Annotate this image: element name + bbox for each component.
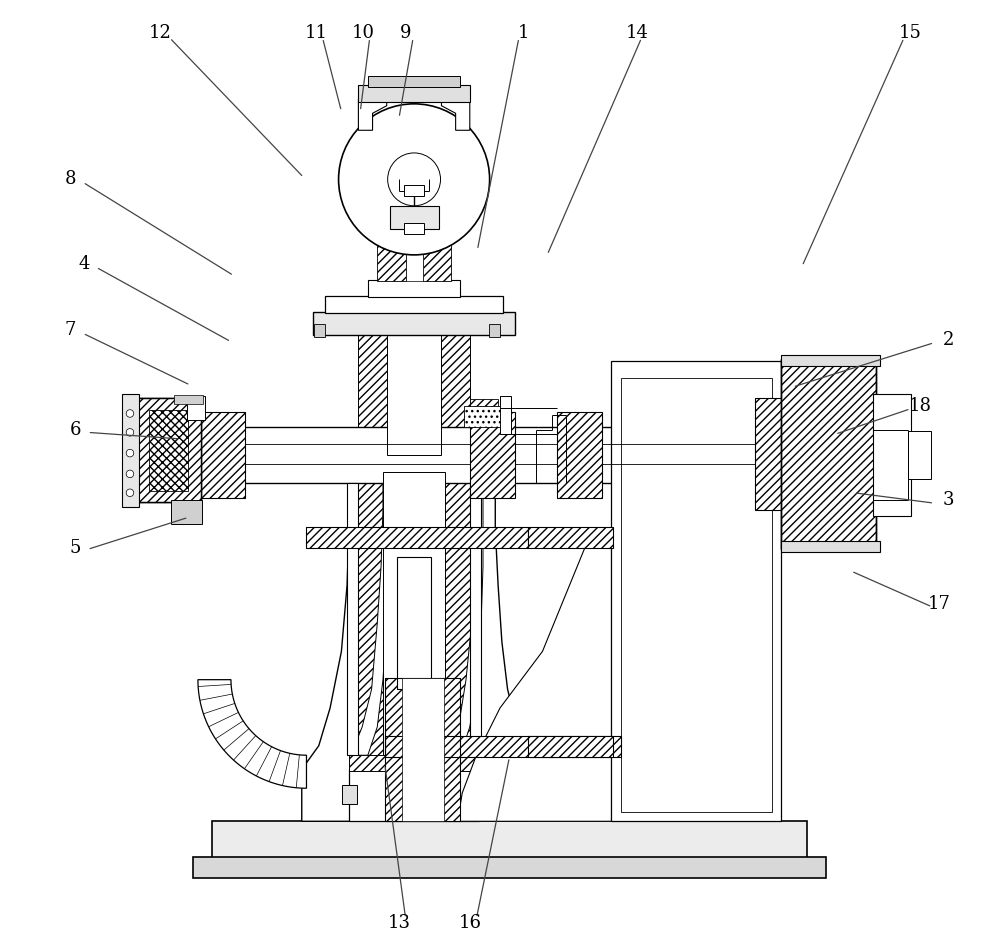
- Circle shape: [126, 489, 134, 497]
- Bar: [342, 785, 357, 804]
- Circle shape: [126, 410, 134, 417]
- Circle shape: [388, 153, 441, 206]
- Bar: [349, 472, 383, 755]
- Text: 9: 9: [400, 24, 411, 42]
- Polygon shape: [458, 548, 611, 821]
- Text: 13: 13: [387, 914, 410, 933]
- Bar: [358, 85, 470, 102]
- Polygon shape: [351, 483, 389, 755]
- Bar: [368, 76, 460, 87]
- Bar: [908, 431, 931, 479]
- Text: 2: 2: [943, 330, 954, 349]
- Polygon shape: [453, 483, 483, 755]
- Bar: [470, 412, 515, 498]
- Bar: [390, 206, 439, 229]
- Bar: [306, 527, 528, 548]
- Text: 14: 14: [625, 24, 648, 42]
- Text: 11: 11: [304, 24, 327, 42]
- Bar: [385, 678, 460, 821]
- Bar: [358, 332, 387, 455]
- Polygon shape: [470, 483, 481, 755]
- Bar: [781, 355, 880, 366]
- Text: 7: 7: [65, 321, 76, 340]
- Bar: [196, 427, 857, 483]
- Bar: [611, 361, 781, 821]
- Bar: [171, 500, 202, 524]
- Bar: [470, 399, 498, 420]
- Bar: [557, 412, 602, 498]
- Text: 5: 5: [70, 538, 81, 557]
- Bar: [500, 396, 511, 434]
- Bar: [137, 398, 201, 502]
- Bar: [781, 359, 876, 549]
- Bar: [423, 229, 451, 281]
- Bar: [445, 472, 479, 755]
- Text: 8: 8: [65, 170, 76, 189]
- Bar: [174, 395, 203, 404]
- Bar: [212, 821, 807, 861]
- Bar: [404, 185, 424, 196]
- Bar: [528, 736, 613, 757]
- Circle shape: [126, 429, 134, 436]
- Text: 4: 4: [79, 255, 90, 274]
- Polygon shape: [441, 99, 470, 130]
- Circle shape: [126, 470, 134, 478]
- Text: 10: 10: [352, 24, 375, 42]
- Bar: [471, 785, 486, 804]
- Bar: [137, 398, 201, 502]
- Bar: [187, 396, 205, 420]
- Bar: [193, 857, 826, 878]
- Text: 16: 16: [458, 914, 481, 933]
- Bar: [349, 754, 479, 771]
- Bar: [368, 280, 460, 297]
- Bar: [404, 223, 424, 234]
- Bar: [873, 394, 911, 516]
- Bar: [441, 332, 470, 455]
- Text: 1: 1: [518, 24, 529, 42]
- Polygon shape: [198, 680, 306, 788]
- Text: 3: 3: [943, 491, 954, 510]
- Bar: [397, 557, 431, 689]
- Polygon shape: [302, 483, 528, 821]
- Circle shape: [126, 449, 134, 457]
- Polygon shape: [347, 483, 358, 755]
- Text: 6: 6: [69, 420, 81, 439]
- Bar: [621, 378, 772, 812]
- Bar: [349, 769, 479, 821]
- Bar: [385, 736, 621, 757]
- Polygon shape: [358, 99, 387, 130]
- Text: 17: 17: [928, 595, 950, 614]
- Bar: [781, 359, 876, 549]
- Bar: [402, 678, 444, 821]
- Bar: [137, 398, 201, 502]
- Bar: [755, 398, 781, 510]
- Text: 15: 15: [899, 24, 922, 42]
- Bar: [385, 678, 460, 821]
- Bar: [313, 312, 515, 335]
- Bar: [464, 406, 500, 427]
- Bar: [489, 324, 500, 337]
- Bar: [149, 410, 188, 491]
- Bar: [377, 229, 406, 281]
- Text: 12: 12: [149, 24, 172, 42]
- Bar: [781, 541, 880, 552]
- Bar: [383, 472, 445, 755]
- Bar: [325, 296, 503, 313]
- Bar: [387, 332, 441, 455]
- Bar: [196, 412, 245, 498]
- Bar: [122, 394, 139, 507]
- Bar: [406, 229, 423, 281]
- Bar: [314, 324, 325, 337]
- Text: 18: 18: [909, 396, 932, 415]
- Circle shape: [339, 104, 490, 255]
- Bar: [528, 527, 613, 548]
